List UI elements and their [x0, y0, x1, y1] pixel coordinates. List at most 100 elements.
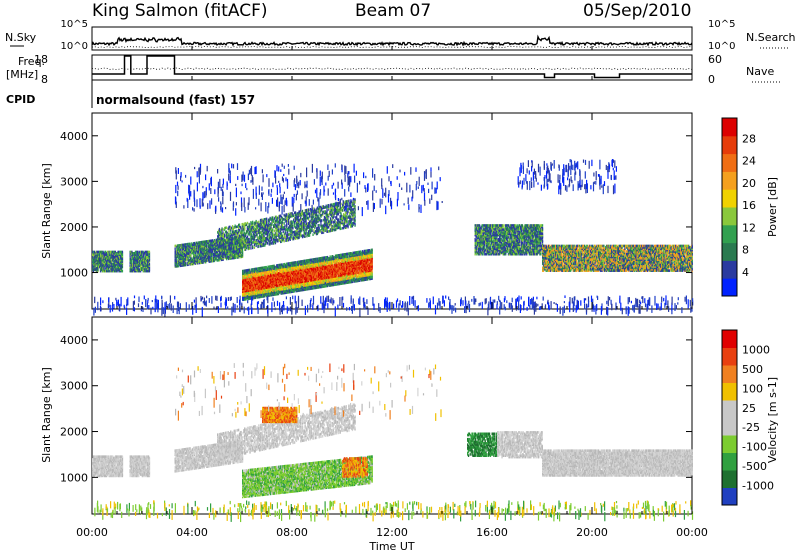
power-echo-cell [196, 255, 198, 258]
power-echo-cell [184, 261, 186, 264]
power-echo-cell [148, 263, 151, 266]
power-echo-cell [198, 246, 200, 250]
power-echo-cell [191, 258, 193, 262]
power-echo-cell [231, 237, 234, 240]
power-echo-cell [135, 250, 137, 254]
power-echo-cell [203, 252, 205, 256]
power-echo-cell [195, 258, 197, 261]
power-echo-cell [228, 232, 230, 236]
power-echo-cell [98, 253, 100, 256]
power-echo-cell [137, 265, 139, 269]
power-echo-cell [184, 250, 186, 253]
power-echo-cell [116, 258, 118, 262]
power-echo-cell [140, 254, 142, 258]
power-echo-cell [225, 226, 228, 229]
power-echo-cell [219, 243, 221, 247]
power-echo-cell [143, 257, 145, 261]
power-echo-cell [236, 229, 238, 233]
power-echo-cell [208, 254, 210, 258]
power-echo-cell [113, 253, 116, 256]
power-echo-cell [217, 245, 220, 249]
power-echo-cell [114, 269, 117, 273]
power-echo-cell [204, 258, 206, 261]
power-echo-cell [92, 256, 95, 259]
power-echo-cell [287, 221, 290, 224]
power-echo-cell [179, 256, 182, 259]
power-echo-cell [108, 261, 110, 265]
power-echo-cell [140, 256, 142, 259]
power-echo-cell [175, 258, 177, 261]
power-echo-cell [188, 244, 190, 247]
power-echo-cell [113, 269, 115, 273]
power-echo-cell [146, 257, 148, 261]
power-echo-cell [130, 269, 132, 273]
power-echo-cell [133, 269, 135, 273]
power-echo-cell [113, 265, 115, 269]
power-echo-cell [234, 255, 236, 258]
power-echo-cell [178, 249, 180, 253]
power-echo-cell [144, 253, 146, 256]
power-echo-cell [113, 263, 115, 266]
power-echo-cell [211, 254, 213, 257]
power-echo-cell [117, 257, 119, 261]
power-echo-cell [92, 250, 95, 254]
power-echo-cell [178, 260, 180, 264]
power-echo-cell [193, 247, 196, 250]
power-echo-cell [138, 252, 140, 255]
power-echo-cell [237, 256, 239, 259]
power-echo-cell [341, 214, 343, 218]
power-echo-cell [220, 254, 222, 258]
power-echo-cell [206, 256, 209, 259]
nave-label: Nave [746, 65, 774, 78]
power-echo-cell [203, 254, 205, 257]
power-echo-cell [313, 215, 315, 219]
power-echo-cell [188, 259, 190, 262]
power-echo-cell [202, 246, 204, 249]
frequency-series [92, 55, 692, 79]
power-echo-cell [200, 250, 203, 254]
power-echo-cell [97, 257, 99, 261]
power-echo-cell [201, 259, 203, 263]
power-echo-cell [185, 254, 187, 257]
power-echo-cell [208, 260, 210, 263]
power-echo-cell [133, 254, 135, 258]
power-echo-cell [215, 238, 217, 242]
power-echo-cell [176, 247, 178, 250]
power-echo-cell [113, 250, 116, 254]
power-echo-cell [281, 234, 284, 238]
freq-tick-high: 18 [34, 53, 48, 66]
power-echo-cell [103, 257, 105, 261]
power-echo-cell [99, 267, 102, 270]
power-echo-cell [118, 250, 120, 254]
power-echo-cell [97, 265, 99, 269]
power-echo-cell [293, 214, 295, 217]
power-echo-cell [184, 258, 186, 261]
power-echo-cell [107, 256, 110, 259]
power-echo-cell [134, 258, 137, 262]
power-echo-cell [176, 258, 178, 261]
power-echo-cell [93, 265, 96, 269]
power-echo-cell [195, 245, 197, 249]
power-echo-cell [183, 243, 185, 247]
power-echo-cell [131, 267, 133, 270]
power-echo-cell [207, 256, 210, 259]
power-echo-cell [141, 256, 143, 259]
power-echo-cell [103, 252, 105, 255]
power-echo-cell [178, 260, 181, 264]
power-echo-cell [209, 254, 211, 258]
power-echo-cell [96, 267, 98, 270]
power-echo-cell [138, 265, 140, 269]
power-echo-cell [97, 258, 99, 262]
power-echo-cell [312, 233, 314, 236]
power-echo-cell [204, 254, 206, 257]
power-echo-cell [101, 257, 103, 261]
power-echo-cell [178, 257, 180, 261]
power-echo-cell [120, 265, 123, 269]
power-echo-cell [174, 250, 176, 253]
power-echo-cell [178, 262, 180, 265]
power-echo-cell [105, 254, 107, 258]
power-echo-cell [107, 253, 110, 256]
power-echo-cell [113, 261, 116, 265]
